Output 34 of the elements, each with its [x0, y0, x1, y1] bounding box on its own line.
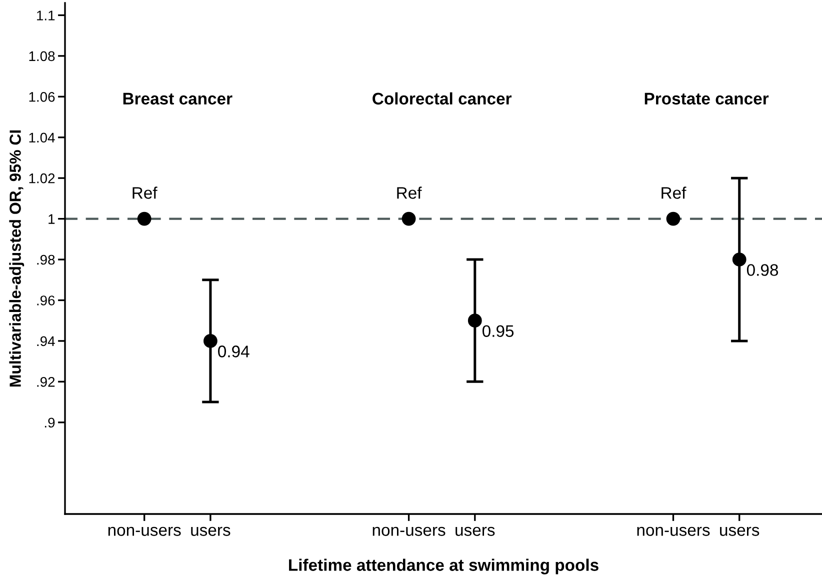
point: [137, 212, 152, 226]
annotation: Prostate cancer: [644, 92, 769, 105]
y-tick-label: 1.04: [29, 132, 55, 143]
point: [666, 212, 680, 226]
x-tick-label: non-users: [372, 526, 446, 536]
x-tick-label: non-users: [637, 526, 710, 536]
point: [204, 334, 218, 348]
data-label: 0.98: [746, 264, 778, 276]
y-tick-label: 1.08: [29, 51, 55, 62]
annotation: Colorectal cancer: [372, 92, 512, 105]
data-label: Ref: [397, 186, 422, 199]
x-tick-label: users: [456, 526, 495, 536]
y-tick-label: 1.06: [29, 92, 55, 102]
y-tick-label: .9: [44, 418, 55, 428]
x-axis-title: Lifetime attendance at swimming pools: [289, 558, 598, 574]
y-tick-label: .92: [37, 377, 55, 387]
data-label: Ref: [132, 186, 158, 199]
point: [468, 314, 482, 328]
y-axis-title: Multivariable-adjusted OR, 95% CI: [9, 130, 24, 387]
y-tick-label: 1.1: [37, 10, 55, 20]
y-tick-label: .98: [37, 254, 55, 265]
data-label: 0.95: [482, 325, 514, 337]
y-tick-label: .94: [37, 336, 55, 346]
point: [732, 252, 746, 266]
y-tick-label: .96: [37, 296, 55, 306]
annotation: Breast cancer: [123, 92, 232, 105]
x-tick-label: users: [191, 526, 230, 536]
y-tick-label: 1: [48, 214, 55, 224]
x-tick-label: non-users: [108, 526, 181, 536]
x-tick-label: users: [720, 526, 760, 536]
point: [402, 212, 416, 226]
y-tick-label: 1.02: [29, 173, 55, 184]
data-label: 0.94: [218, 346, 250, 358]
data-label: Ref: [662, 186, 686, 199]
